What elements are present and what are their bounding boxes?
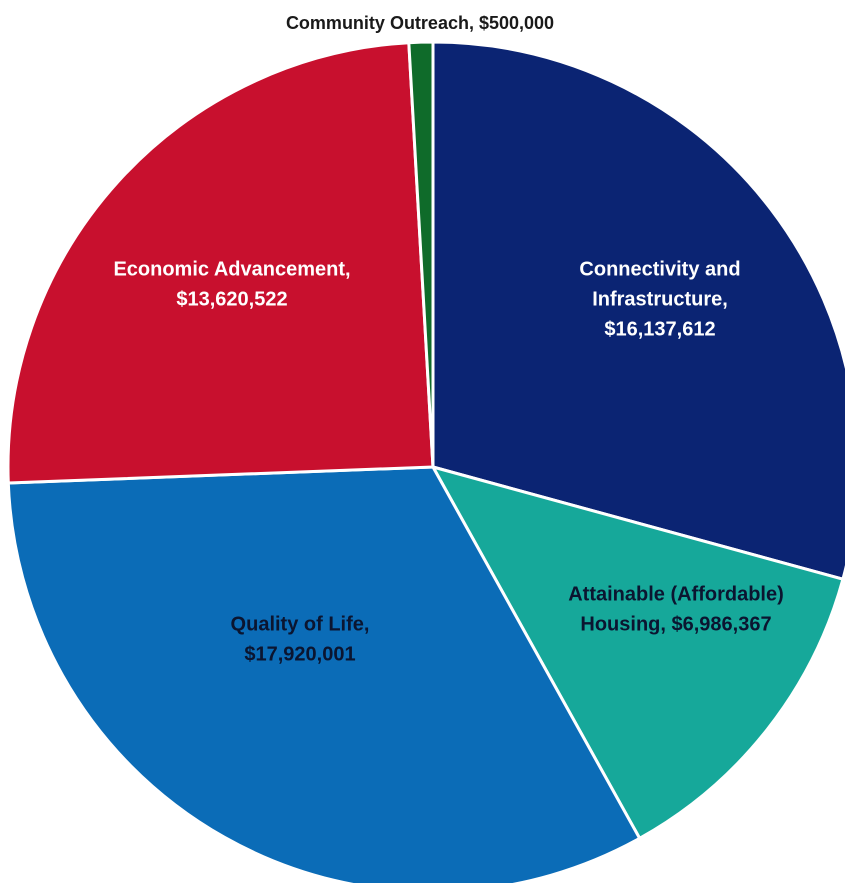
- slice-label-line: Economic Advancement,: [113, 258, 350, 280]
- slice-label-line: $13,620,522: [176, 288, 287, 310]
- pie-labels: Connectivity and Infrastructure, $16,137,6…: [113, 13, 783, 666]
- slice-label-2: Quality of Life, $17,920,001: [231, 613, 370, 665]
- slice-label-line: Attainable (Affordable): [568, 583, 784, 605]
- slice-label-line: Quality of Life,: [231, 613, 370, 635]
- pie-slice-community-outreach: [407, 40, 435, 469]
- slice-label-line: $17,920,001: [244, 643, 355, 665]
- pie-slice-economic-advancement: [6, 41, 435, 485]
- slice-label-line: Infrastructure,: [592, 288, 728, 310]
- slice-label-line: $16,137,612: [604, 318, 715, 340]
- slice-label-line: Connectivity and: [579, 258, 740, 280]
- slice-label-0: Connectivity and Infrastructure, $16,137,6…: [579, 258, 740, 340]
- pie-slice-quality-of-life: [6, 465, 642, 883]
- slice-label-line: Housing, $6,986,367: [580, 613, 771, 635]
- pie-slice-connectivity-and-infrastructure: [431, 40, 845, 581]
- slice-label-3: Economic Advancement, $13,620,522: [113, 258, 350, 310]
- pie-slice-attainable-affordable-housing: [431, 465, 845, 840]
- slice-label-4: Community Outreach, $500,000: [286, 13, 554, 33]
- slice-label-line: Community Outreach, $500,000: [286, 13, 554, 33]
- slice-label-1: Attainable (Affordable) Housing, $6,986,3…: [568, 583, 784, 635]
- pie-slices: [6, 40, 845, 883]
